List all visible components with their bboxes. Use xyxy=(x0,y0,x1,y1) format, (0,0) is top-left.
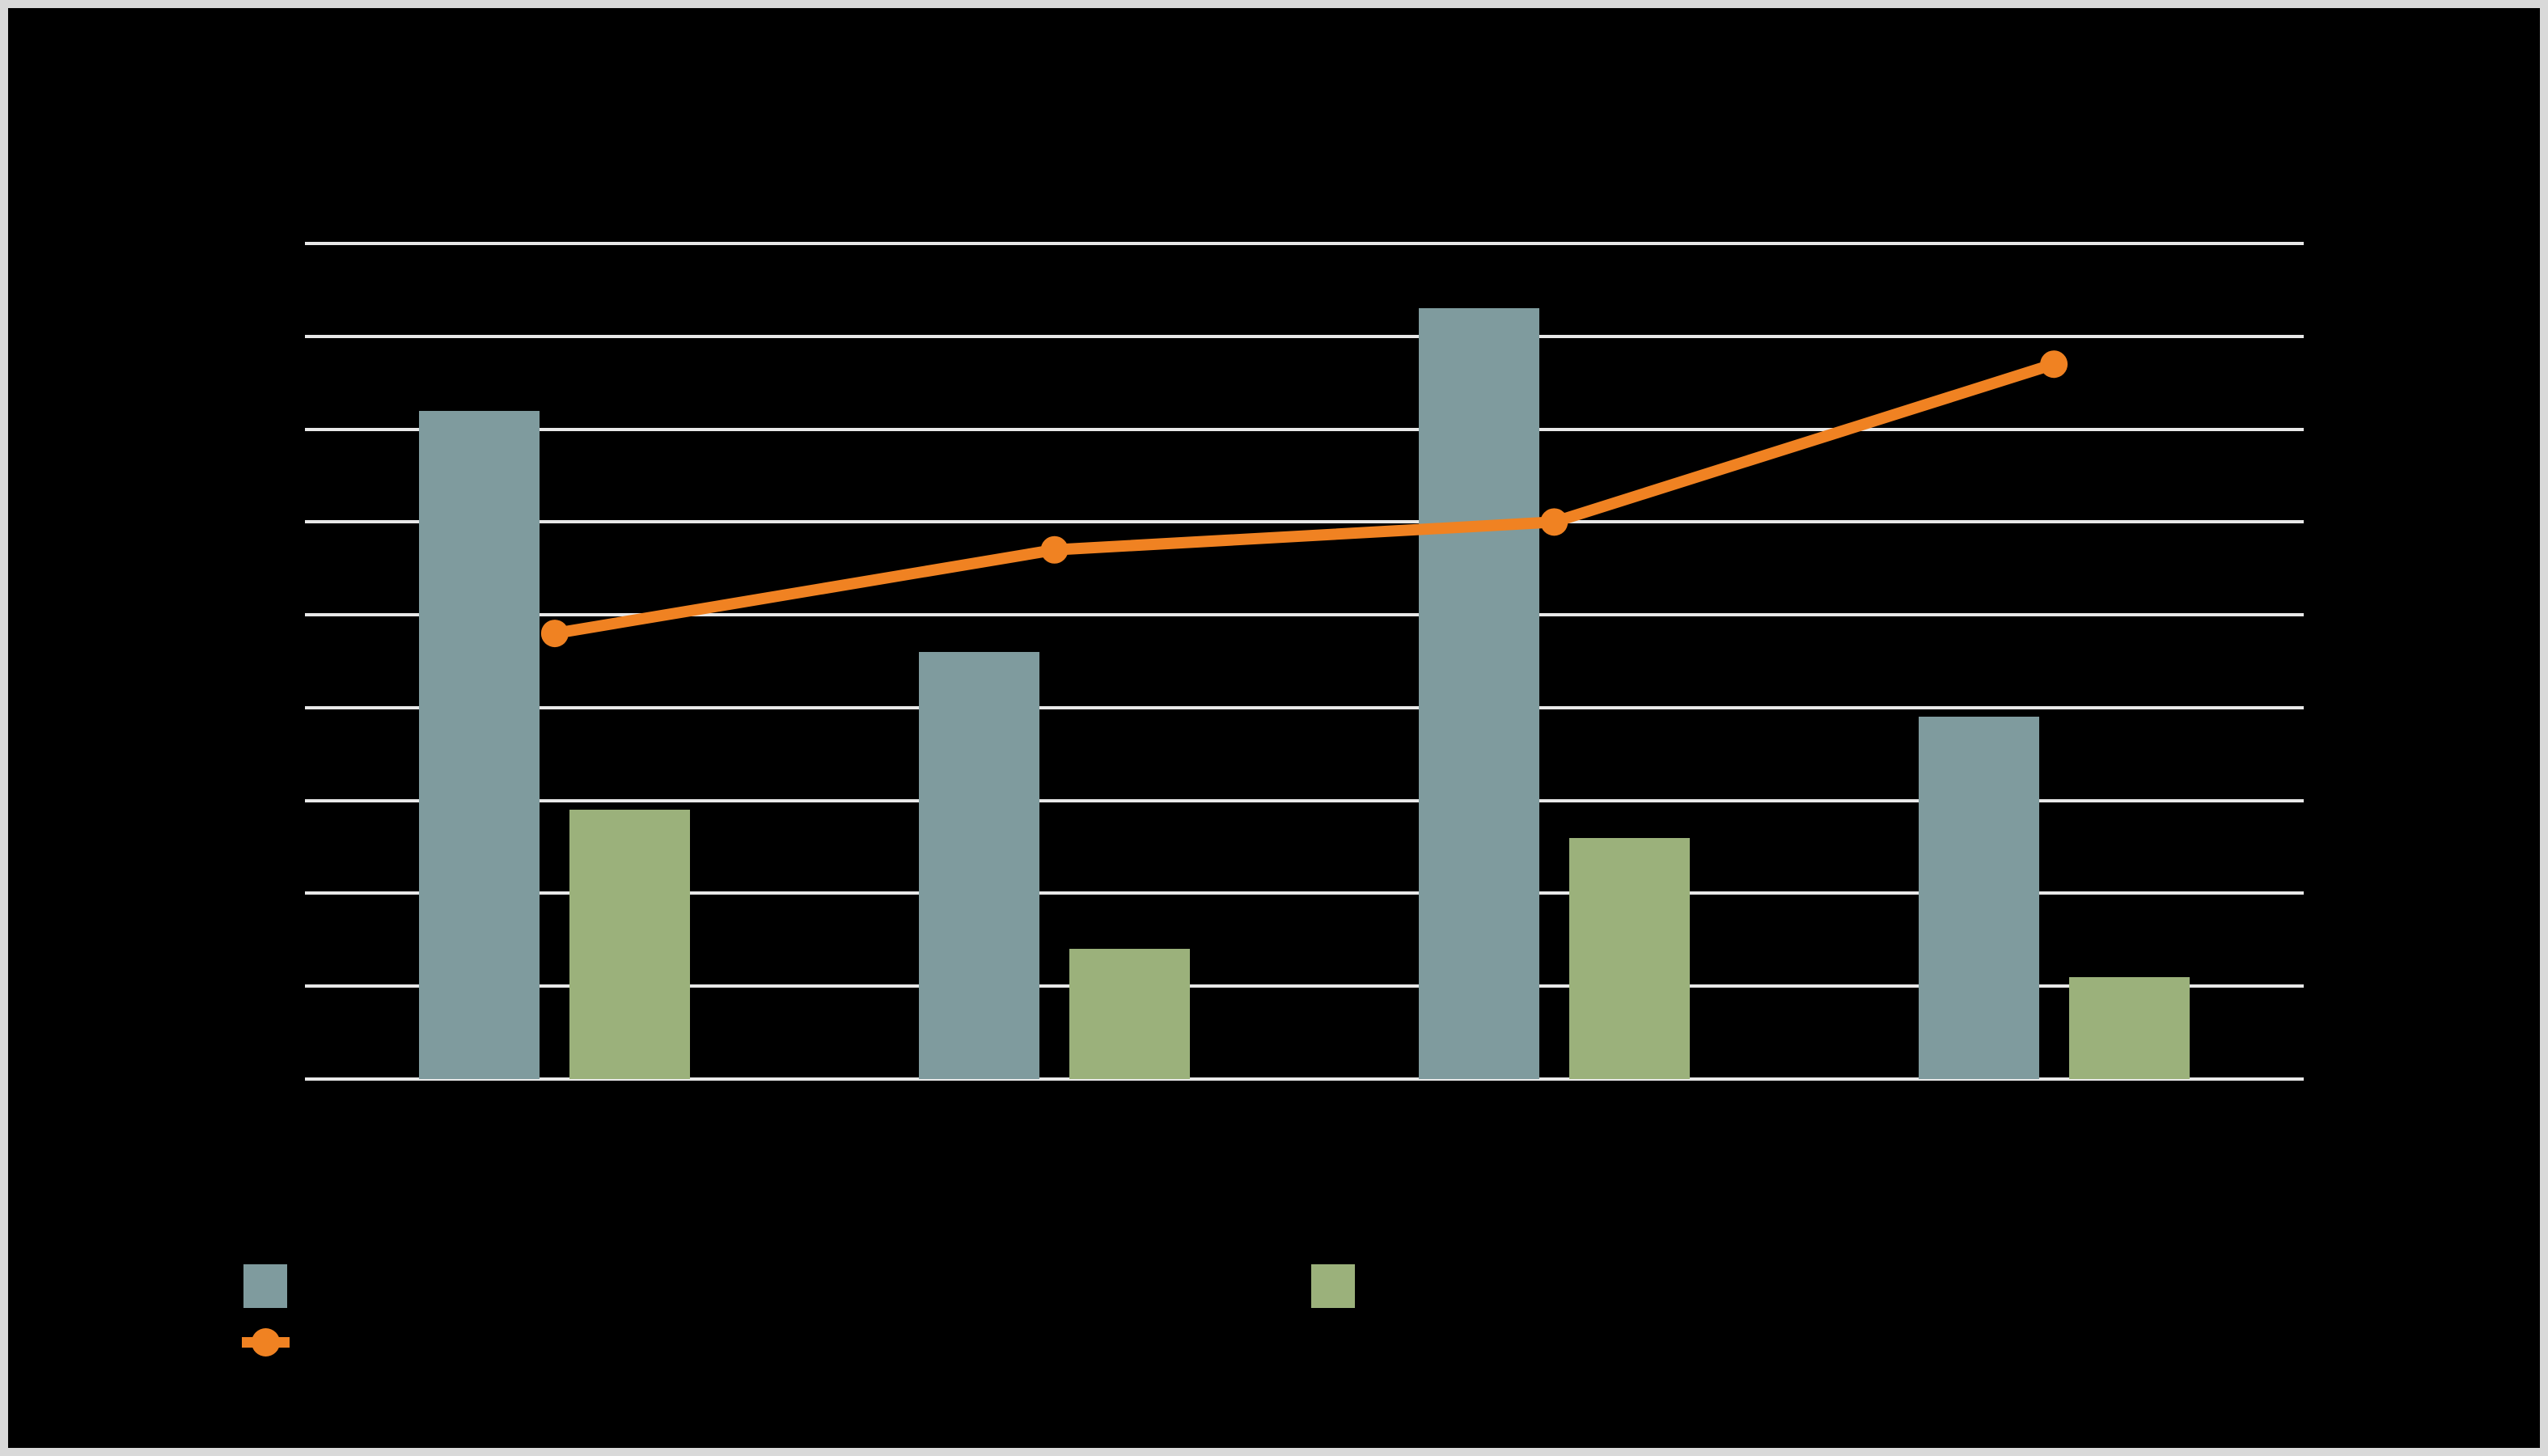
line-series xyxy=(540,350,2068,648)
line-marker-2 xyxy=(1040,535,1069,564)
bar-series-2-bar-4 xyxy=(2068,976,2190,1079)
legend-swatch-bar-series-1 xyxy=(243,1264,287,1308)
line-marker-4 xyxy=(2040,350,2068,379)
x-axis-line xyxy=(305,1077,2304,1081)
bar-series-2-bar-1 xyxy=(569,810,691,1079)
legend-line-marker-icon xyxy=(252,1328,280,1357)
plot-area xyxy=(305,242,2304,1081)
gridline xyxy=(305,242,2304,245)
gridline xyxy=(305,798,2304,802)
gridline xyxy=(305,705,2304,709)
line-marker-1 xyxy=(540,620,569,648)
gridline xyxy=(305,984,2304,988)
line-marker-3 xyxy=(1540,508,1568,536)
legend-swatch-bar-series-2 xyxy=(1311,1264,1355,1308)
gridline xyxy=(305,891,2304,895)
bar-series-2-bar-2 xyxy=(1069,949,1191,1079)
gridline xyxy=(305,613,2304,617)
legend-swatch-line-series xyxy=(242,1328,290,1357)
bar-series-2-bar-3 xyxy=(1568,837,1690,1079)
line-series-path xyxy=(553,358,2056,639)
bar-series-1-bar-4 xyxy=(1918,717,2039,1079)
bar-series-1-bar-1 xyxy=(419,410,540,1079)
gridline xyxy=(305,427,2304,431)
gridline xyxy=(305,520,2304,524)
gridline xyxy=(305,334,2304,338)
bar-series-1-bar-3 xyxy=(1418,308,1539,1079)
bar-series-1-bar-2 xyxy=(919,652,1040,1079)
